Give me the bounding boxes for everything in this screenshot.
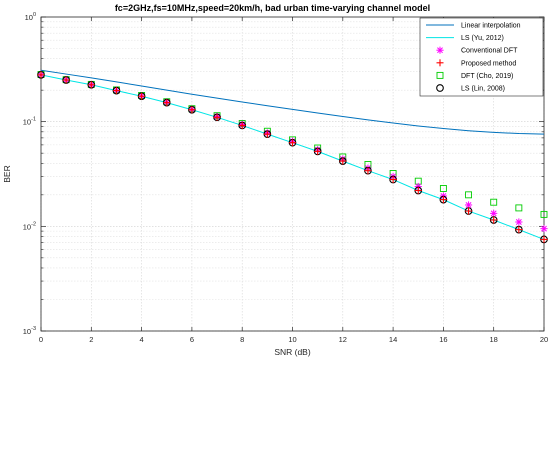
- data-point-conventional-dft: [540, 225, 548, 233]
- data-point-proposed-method: [465, 207, 473, 215]
- x-tick-label: 12: [339, 335, 347, 344]
- data-point-conventional-dft: [490, 209, 498, 217]
- data-point-proposed-method: [414, 186, 422, 194]
- data-point-proposed-method: [289, 139, 296, 147]
- x-tick-label: 6: [190, 335, 194, 344]
- x-axis-label: SNR (dB): [274, 347, 311, 357]
- data-point-proposed-method: [540, 235, 548, 243]
- legend-marker-dft-cho-2019: [436, 71, 444, 79]
- data-point-proposed-method: [490, 216, 498, 224]
- data-point-dft-cho-2019: [465, 191, 472, 199]
- data-point-dft-cho-2019: [490, 198, 498, 206]
- x-tick-label: 18: [490, 335, 498, 344]
- legend-marker-ls-lin-2008: [436, 84, 444, 92]
- data-point-proposed-method: [37, 71, 45, 79]
- series-line-linear-interpolation: [40, 69, 545, 135]
- x-tick-label: 16: [439, 335, 447, 344]
- x-tick-label: 20: [540, 335, 548, 344]
- data-point-proposed-method: [439, 196, 447, 204]
- legend-label-proposed-method: Proposed method: [461, 60, 516, 67]
- legend-label-conventional-dft: Conventional DFT: [461, 48, 518, 55]
- data-point-proposed-method: [62, 76, 70, 84]
- data-point-proposed-method: [263, 130, 271, 138]
- y-tick-label: 10-2: [23, 221, 36, 231]
- data-point-proposed-method: [314, 147, 322, 155]
- series-linear-interpolation: [40, 69, 545, 135]
- series-group: [37, 69, 548, 244]
- data-point-proposed-method: [188, 106, 196, 114]
- x-tick-label: 2: [89, 335, 93, 344]
- legend-box: [419, 17, 544, 97]
- data-point-conventional-dft: [515, 218, 523, 226]
- data-point-proposed-method: [389, 176, 397, 184]
- x-tick-label: 8: [240, 335, 244, 344]
- data-point-proposed-method: [163, 99, 171, 107]
- y-tick-label: 100: [25, 12, 36, 22]
- data-point-dft-cho-2019: [439, 185, 447, 192]
- y-axis-label: BER: [2, 165, 12, 182]
- data-point-dft-cho-2019: [540, 210, 548, 218]
- x-tick-label: 4: [140, 335, 144, 344]
- legend-label-dft-cho-2019: DFT (Cho, 2019): [461, 73, 513, 80]
- x-tick-label: 14: [389, 335, 397, 344]
- chart-title: fc=2GHz,fs=10MHz,speed=20km/h, bad urban…: [115, 3, 430, 13]
- legend-label-ls-yu-2012: LS (Yu, 2012): [461, 35, 504, 42]
- data-point-proposed-method: [112, 87, 120, 95]
- data-point-proposed-method: [515, 226, 523, 234]
- data-point-proposed-method: [238, 121, 246, 129]
- data-point-proposed-method: [364, 167, 372, 175]
- legend: Linear interpolation LS (Yu, 2012) Convent…: [419, 17, 544, 97]
- x-tick-label: 10: [288, 335, 296, 344]
- data-point-proposed-method: [339, 157, 347, 165]
- x-tick-label: 0: [39, 335, 43, 344]
- legend-label-linear-interpolation: Linear interpolation: [461, 23, 521, 30]
- legend-label-ls-lin-2008: LS (Lin, 2008): [461, 86, 505, 93]
- data-point-proposed-method: [213, 113, 221, 121]
- data-point-dft-cho-2019: [515, 204, 523, 212]
- y-tick-label: 10-1: [23, 117, 36, 127]
- legend-marker-conventional-dft: [436, 46, 444, 54]
- data-point-proposed-method: [87, 81, 95, 89]
- series-proposed-method: [37, 71, 548, 243]
- data-point-proposed-method: [138, 92, 146, 100]
- y-tick-label: 10-3: [23, 326, 36, 336]
- axis-ticks: 0 2 4 6 8 10 12 14 16 18 20 100 10-1 10-2 10-3: [23, 12, 548, 344]
- legend-marker-proposed-method: [436, 59, 444, 67]
